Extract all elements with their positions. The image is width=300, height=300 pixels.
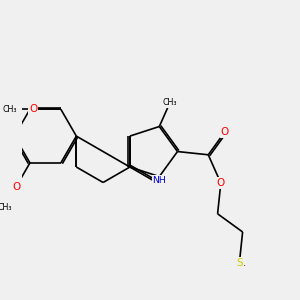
- Text: O: O: [220, 127, 229, 137]
- Text: O: O: [29, 104, 37, 114]
- Text: O: O: [153, 178, 161, 188]
- Text: O: O: [12, 182, 20, 192]
- Text: NH: NH: [152, 176, 166, 185]
- Text: S: S: [236, 258, 243, 268]
- Text: CH₃: CH₃: [3, 105, 17, 114]
- Text: CH₃: CH₃: [0, 202, 12, 211]
- Text: O: O: [217, 178, 225, 188]
- Text: CH₃: CH₃: [163, 98, 177, 107]
